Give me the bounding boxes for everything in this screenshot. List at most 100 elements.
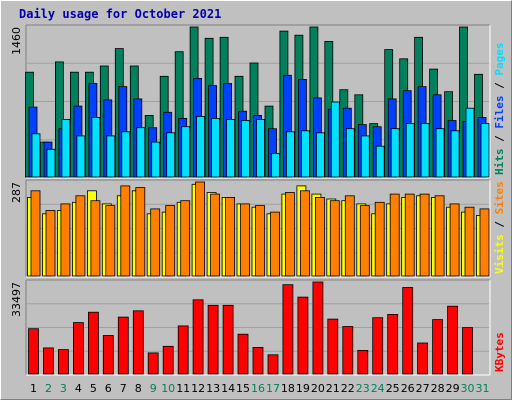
day-label-26: 26	[401, 382, 415, 395]
bar-pages-day-10	[166, 132, 176, 178]
bar-kbytes-day-16	[252, 346, 264, 375]
day-label-6: 6	[105, 382, 112, 395]
bar-kbytes-day-9	[147, 352, 159, 375]
bar-sites-day-19	[299, 190, 310, 277]
bar-kbytes-day-25	[387, 313, 399, 375]
legend-part: Files	[493, 96, 506, 129]
day-label-14: 14	[221, 382, 235, 395]
bar-pages-day-1	[31, 133, 41, 178]
bar-kbytes-day-10	[162, 345, 174, 375]
bar-pages-day-15	[241, 120, 250, 178]
day-label-29: 29	[446, 382, 460, 395]
bar-pages-day-31	[480, 123, 490, 178]
bar-pages-day-26	[405, 123, 415, 178]
bar-pages-day-28	[435, 128, 445, 178]
bar-pages-day-5	[91, 117, 101, 178]
legend-part: /	[493, 214, 506, 234]
bar-pages-day-27	[420, 123, 430, 178]
bar-sites-day-15	[240, 203, 250, 277]
bar-sites-day-9	[150, 208, 161, 277]
day-label-12: 12	[191, 382, 205, 395]
bar-sites-day-3	[60, 203, 71, 277]
bar-sites-day-7	[120, 185, 131, 277]
bar-pages-day-24	[375, 145, 385, 178]
bar-sites-day-30	[464, 206, 475, 277]
bar-pages-day-4	[76, 135, 86, 178]
legend-part: /	[493, 129, 506, 149]
bar-kbytes-day-1	[28, 328, 39, 375]
ytick-max-visits-sites: 287	[10, 182, 23, 203]
day-label-7: 7	[120, 382, 127, 395]
bar-kbytes-day-24	[372, 317, 384, 375]
bar-sites-day-14	[225, 196, 236, 277]
bar-kbytes-day-18	[282, 284, 294, 375]
bar-sites-day-23	[359, 205, 370, 277]
bar-pages-day-14	[226, 119, 236, 178]
bar-kbytes-day-30	[462, 327, 473, 375]
bar-sites-day-10	[165, 205, 176, 277]
day-label-31: 31	[476, 382, 490, 395]
bar-pages-day-7	[121, 131, 131, 178]
bar-sites-day-16	[255, 205, 265, 277]
bar-pages-day-29	[450, 130, 460, 178]
day-label-21: 21	[326, 382, 340, 395]
bar-sites-day-28	[434, 195, 445, 277]
day-label-2: 2	[45, 382, 52, 395]
bar-kbytes-day-8	[132, 310, 144, 375]
bar-pages-day-17	[271, 152, 280, 178]
bar-pages-day-18	[285, 131, 295, 178]
bar-kbytes-day-26	[402, 287, 414, 375]
bar-sites-day-1	[30, 190, 41, 277]
bar-pages-day-3	[61, 119, 71, 178]
day-label-27: 27	[416, 382, 430, 395]
day-label-3: 3	[60, 382, 67, 395]
day-label-9: 9	[150, 382, 157, 395]
bar-pages-day-20	[315, 132, 325, 178]
day-label-25: 25	[386, 382, 400, 395]
bar-sites-day-11	[180, 200, 191, 277]
bar-sites-day-5	[90, 200, 101, 277]
bar-sites-day-12	[195, 181, 206, 277]
day-label-20: 20	[311, 382, 325, 395]
bar-kbytes-day-29	[447, 305, 459, 375]
bar-pages-day-8	[136, 127, 146, 178]
legend-visits-sites: Visits / Sites	[493, 181, 506, 274]
bar-pages-day-22	[345, 128, 355, 178]
bar-pages-day-16	[256, 119, 265, 178]
bar-kbytes-day-20	[312, 281, 324, 375]
bar-sites-day-26	[404, 193, 415, 277]
day-label-28: 28	[431, 382, 445, 395]
bar-sites-day-2	[45, 210, 56, 277]
legend-part: Pages	[493, 43, 506, 76]
bar-kbytes-day-19	[297, 296, 309, 375]
legend-part: Sites	[493, 181, 506, 214]
day-label-18: 18	[281, 382, 295, 395]
bar-pages-day-12	[196, 116, 206, 178]
bar-pages-day-11	[181, 126, 191, 178]
day-label-11: 11	[176, 382, 190, 395]
bar-sites-day-17	[270, 211, 280, 277]
bar-kbytes-day-28	[432, 319, 444, 375]
bar-pages-day-13	[211, 118, 221, 178]
day-label-5: 5	[90, 382, 97, 395]
ytick-max-kbytes: 33497	[10, 282, 23, 317]
bar-sites-day-8	[135, 187, 146, 277]
bar-sites-day-20	[314, 196, 325, 277]
bar-kbytes-day-14	[222, 304, 234, 375]
day-label-15: 15	[236, 382, 250, 395]
bar-kbytes-day-5	[88, 311, 99, 375]
bar-kbytes-day-15	[237, 333, 249, 375]
legend-part: /	[493, 76, 506, 96]
bar-sites-day-29	[449, 203, 460, 277]
day-label-17: 17	[266, 382, 280, 395]
bar-kbytes-day-6	[102, 335, 114, 375]
bar-kbytes-day-3	[58, 349, 69, 375]
day-label-13: 13	[206, 382, 220, 395]
day-label-22: 22	[341, 382, 355, 395]
day-label-19: 19	[296, 382, 310, 395]
bar-sites-day-31	[479, 208, 490, 277]
bar-kbytes-day-22	[342, 326, 354, 375]
legend-part: KBytes	[493, 332, 506, 372]
legend-kbytes: KBytes	[493, 332, 506, 372]
